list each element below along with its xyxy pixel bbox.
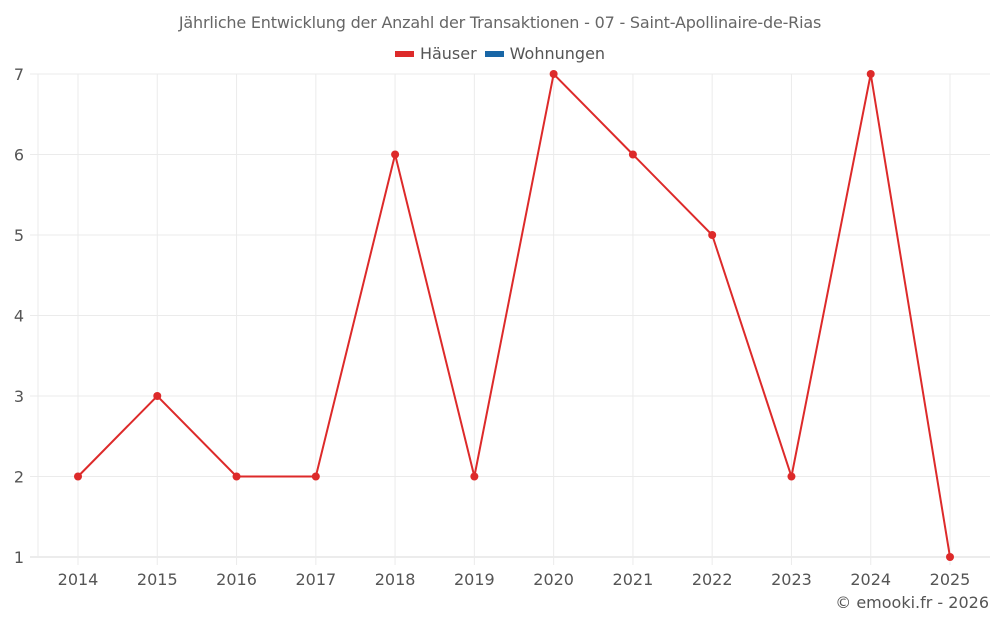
y-tick-label: 4 (14, 307, 24, 326)
data-point[interactable] (74, 472, 82, 481)
data-point[interactable] (708, 231, 717, 239)
x-tick-label: 2022 (692, 570, 733, 589)
legend-item-wohnungen[interactable]: Wohnungen (484, 44, 606, 63)
x-tick-label: 2019 (454, 570, 495, 589)
x-tick-label: 2014 (58, 570, 99, 589)
data-point[interactable] (232, 472, 241, 481)
legend-swatch-blue-icon (484, 50, 504, 57)
x-tick-label: 2023 (771, 570, 812, 589)
x-tick-label: 2018 (375, 570, 416, 589)
data-point[interactable] (549, 70, 558, 78)
x-tick-label: 2021 (613, 570, 654, 589)
legend-label: Häuser (419, 44, 477, 63)
y-tick-label: 1 (14, 548, 24, 567)
x-tick-label: 2015 (137, 570, 178, 589)
data-point[interactable] (787, 472, 796, 481)
data-point[interactable] (391, 150, 400, 159)
data-point[interactable] (311, 472, 320, 481)
legend: Häuser Wohnungen (0, 44, 1000, 63)
y-tick-label: 6 (14, 146, 24, 165)
y-tick-label: 5 (14, 226, 24, 245)
data-point[interactable] (946, 553, 954, 561)
y-tick-label: 7 (14, 65, 24, 84)
legend-swatch-red-icon (394, 50, 414, 57)
y-tick-label: 2 (14, 468, 24, 487)
x-tick-label: 2017 (295, 570, 336, 589)
chart-title: Jährliche Entwicklung der Anzahl der Tra… (178, 13, 822, 32)
data-point[interactable] (153, 392, 162, 400)
series-line (77, 71, 951, 558)
copyright-footer: © emooki.fr - 2026 (835, 593, 989, 612)
legend-item-haeuser[interactable]: Häuser (394, 44, 477, 63)
x-tick-label: 2020 (533, 570, 574, 589)
x-axis: 2014 2015 2016 2017 2018 2019 2020 2021 2022 2023… (58, 570, 971, 589)
y-axis: 1 2 3 4 5 6 7 (14, 65, 24, 567)
data-point[interactable] (866, 70, 875, 78)
grid (30, 73, 990, 565)
data-point[interactable] (470, 472, 479, 481)
data-point[interactable] (628, 150, 637, 159)
legend-label: Wohnungen (509, 44, 606, 63)
x-tick-label: 2016 (216, 570, 257, 589)
x-tick-label: 2024 (850, 570, 891, 589)
series-haeuser (74, 70, 954, 561)
y-tick-label: 3 (14, 387, 24, 406)
x-tick-label: 2025 (930, 570, 971, 589)
